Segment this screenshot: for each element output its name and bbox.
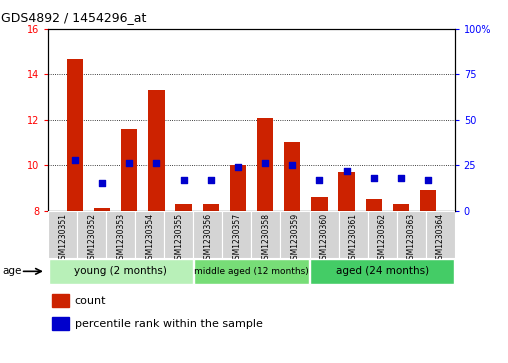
Bar xyxy=(106,211,135,258)
Bar xyxy=(48,211,77,258)
Bar xyxy=(67,58,83,211)
Text: GSM1230358: GSM1230358 xyxy=(262,213,270,264)
Text: GSM1230364: GSM1230364 xyxy=(436,213,444,264)
Bar xyxy=(148,90,165,211)
Bar xyxy=(257,118,273,211)
Point xyxy=(179,177,187,183)
Point xyxy=(207,177,215,183)
Point xyxy=(152,160,161,166)
Bar xyxy=(284,143,300,211)
Point xyxy=(397,175,405,181)
Bar xyxy=(77,211,106,258)
Point xyxy=(342,168,351,174)
Bar xyxy=(203,204,219,211)
Bar xyxy=(426,211,455,258)
Text: GSM1230360: GSM1230360 xyxy=(320,213,329,264)
Point xyxy=(288,162,296,168)
Text: GSM1230351: GSM1230351 xyxy=(58,213,67,264)
Point xyxy=(125,160,133,166)
Bar xyxy=(165,211,194,258)
Bar xyxy=(49,259,193,284)
Bar xyxy=(311,197,328,211)
Point xyxy=(98,180,106,186)
Text: count: count xyxy=(75,296,106,306)
Bar xyxy=(397,211,426,258)
Text: GSM1230361: GSM1230361 xyxy=(348,213,358,264)
Bar xyxy=(194,211,223,258)
Bar xyxy=(175,204,192,211)
Text: GSM1230356: GSM1230356 xyxy=(203,213,212,264)
Bar xyxy=(121,129,137,211)
Text: percentile rank within the sample: percentile rank within the sample xyxy=(75,318,263,329)
Text: GSM1230354: GSM1230354 xyxy=(145,213,154,264)
Bar xyxy=(52,294,69,307)
Bar xyxy=(52,317,69,330)
Bar xyxy=(251,211,280,258)
Point xyxy=(424,177,432,183)
Text: young (2 months): young (2 months) xyxy=(74,266,167,276)
Bar xyxy=(310,259,454,284)
Text: GSM1230352: GSM1230352 xyxy=(87,213,97,264)
Text: middle aged (12 months): middle aged (12 months) xyxy=(194,267,309,276)
Text: aged (24 months): aged (24 months) xyxy=(335,266,429,276)
Bar xyxy=(366,199,382,211)
Bar xyxy=(94,208,110,211)
Bar xyxy=(223,211,251,258)
Bar xyxy=(230,165,246,211)
Bar xyxy=(135,211,165,258)
Point xyxy=(261,160,269,166)
Text: age: age xyxy=(3,266,22,276)
Bar xyxy=(368,211,397,258)
Text: GDS4892 / 1454296_at: GDS4892 / 1454296_at xyxy=(1,11,146,24)
Text: GSM1230353: GSM1230353 xyxy=(116,213,125,264)
Bar xyxy=(194,259,309,284)
Point xyxy=(234,164,242,170)
Text: GSM1230355: GSM1230355 xyxy=(174,213,183,264)
Point xyxy=(370,175,378,181)
Text: GSM1230359: GSM1230359 xyxy=(291,213,300,264)
Bar xyxy=(280,211,309,258)
Bar xyxy=(338,172,355,211)
Text: GSM1230357: GSM1230357 xyxy=(233,213,241,264)
Bar xyxy=(338,211,368,258)
Bar xyxy=(393,204,409,211)
Text: GSM1230363: GSM1230363 xyxy=(406,213,416,264)
Point xyxy=(71,157,79,163)
Bar xyxy=(309,211,338,258)
Point xyxy=(315,177,324,183)
Bar xyxy=(420,190,436,211)
Text: GSM1230362: GSM1230362 xyxy=(377,213,387,264)
